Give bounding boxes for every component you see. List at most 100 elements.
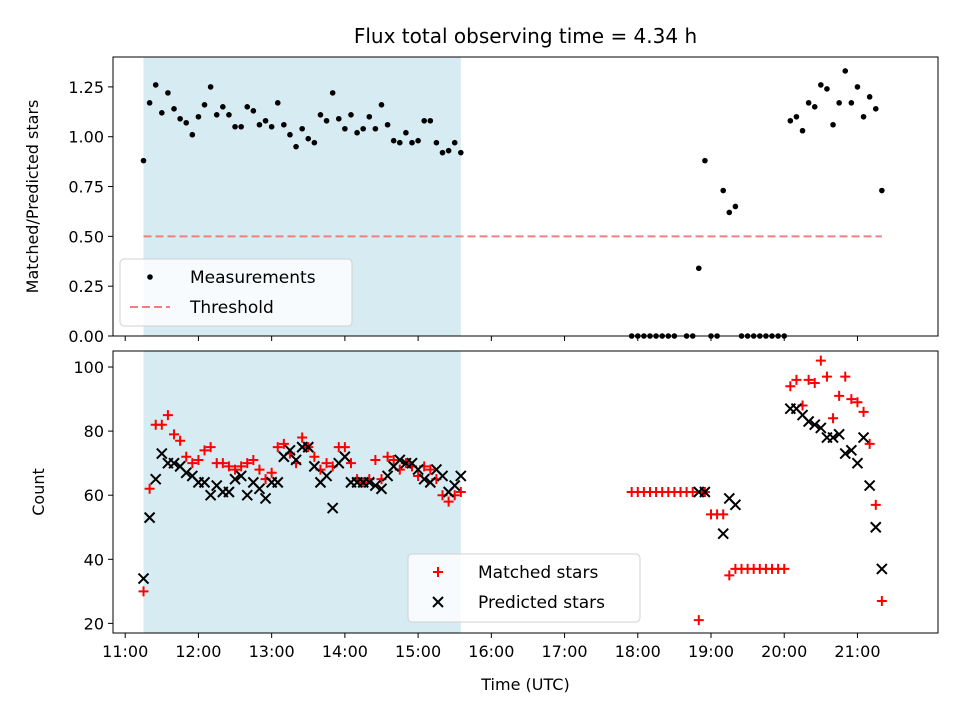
y-tick-label: 1.25: [68, 78, 104, 97]
x-axis-ticks: 11:00 12:00 13:00 14:00 15:00 16:00 17:00 18:00…: [102, 633, 881, 661]
predicted-star-point: [412, 463, 424, 476]
predicted-star-point: [815, 422, 827, 434]
predicted-star-point: [436, 470, 449, 482]
predicted-star-point: [833, 428, 845, 441]
predicted-star-point: [308, 460, 321, 473]
y-tick-label: 1.00: [68, 128, 104, 147]
x-tick-label: 13:00: [249, 642, 295, 661]
x-tick-label: 21:00: [834, 642, 880, 661]
matched-star-point: [693, 615, 704, 626]
y-axis-label: Count: [29, 468, 48, 516]
matched-star-point: [272, 442, 283, 453]
predicted-star-point: [863, 479, 876, 492]
measurement-point: [726, 209, 733, 216]
predicted-star-point: [235, 470, 247, 482]
legend-box: [119, 258, 353, 327]
measurement-point: [879, 187, 885, 194]
x-tick-label: 12:00: [175, 642, 221, 661]
x-tick-label: 19:00: [688, 642, 734, 661]
measurement-point: [177, 115, 183, 122]
matched-star-point: [205, 442, 216, 453]
predicted-star-point: [204, 489, 217, 501]
measurement-point: [305, 135, 312, 142]
measurement-point: [805, 100, 812, 106]
predicted-star-point: [839, 447, 851, 460]
measurement-point: [854, 84, 861, 90]
predicted-star-point: [394, 454, 406, 466]
predicted-star-point: [375, 483, 388, 495]
plot-marks: [137, 355, 888, 626]
axes-frame: [112, 56, 939, 337]
y-tick-label: 0.75: [68, 178, 104, 197]
matched-star-point: [297, 432, 308, 443]
chart-title: Flux total observing time = 4.34 h: [354, 24, 697, 48]
measurement-point: [445, 147, 452, 154]
measurement-point: [409, 139, 415, 146]
measurement-point: [213, 111, 220, 118]
matched-star-point: [443, 496, 454, 507]
measurement-point: [274, 100, 281, 106]
legend-label: Matched stars: [478, 563, 598, 583]
matched-star-point: [266, 467, 277, 478]
predicted-star-point: [180, 467, 192, 479]
matched-star-point: [339, 442, 350, 453]
y-tick-label: 60: [84, 486, 104, 505]
measurement-point: [183, 119, 190, 126]
matched-star-point: [156, 419, 167, 430]
predicted-star-point: [253, 483, 266, 495]
predicted-star-point: [302, 441, 314, 453]
matched-star-point: [834, 390, 845, 401]
matched-star-point: [223, 461, 234, 472]
predicted-star-point: [339, 451, 351, 463]
top-panel: 0.00 0.25 0.50 0.75 1.00 1.25 Flux total obse…: [23, 24, 939, 346]
matched-star-point: [455, 487, 466, 497]
measurement-point: [378, 102, 385, 108]
matched-star-point: [169, 429, 180, 440]
measurement-point: [220, 104, 226, 110]
predicted-star-point: [223, 486, 235, 498]
x-tick-label: 20:00: [761, 642, 807, 661]
matched-star-point: [230, 464, 241, 475]
matched-star-point: [388, 454, 399, 465]
measurement-point: [195, 113, 202, 120]
measurement-point: [848, 100, 855, 106]
matched-star-point: [217, 458, 228, 469]
matched-star-point: [815, 355, 826, 366]
predicted-star-point: [168, 457, 180, 469]
measurement-point: [384, 121, 391, 128]
predicted-star-point: [259, 492, 272, 505]
predicted-star-point: [290, 454, 302, 466]
predicted-star-point: [137, 572, 150, 585]
matched-star-point: [144, 483, 155, 494]
measurement-point: [415, 137, 421, 144]
predicted-star-point: [198, 476, 211, 489]
measurement-point: [299, 125, 305, 132]
measurement-point: [799, 127, 806, 134]
matched-star-point: [718, 509, 729, 520]
matched-star-point: [828, 413, 839, 424]
predicted-star-point: [143, 511, 156, 524]
legend-box: [407, 553, 641, 623]
y-tick-label: 0.25: [68, 277, 104, 296]
predicted-star-point: [363, 476, 375, 489]
legend-label: Measurements: [190, 268, 316, 288]
legend: Measurements Threshold: [119, 258, 353, 327]
y-axis-label: Matched/Predicted stars: [23, 100, 42, 294]
matched-star-point: [821, 371, 832, 382]
matched-star-point: [278, 438, 289, 449]
matched-star-point: [864, 438, 875, 449]
legend-label: Predicted stars: [478, 593, 605, 613]
measurement-point: [695, 265, 702, 272]
measurement-point: [329, 90, 336, 96]
measurement-point: [262, 117, 269, 124]
measurement-point: [787, 117, 794, 124]
measurement-point: [323, 117, 330, 124]
measurement-point: [152, 82, 159, 88]
legend-swatch: [432, 596, 444, 608]
matched-star-point: [791, 374, 802, 385]
matched-star-point: [724, 570, 735, 581]
predicted-star-point: [699, 486, 711, 498]
predicted-star-point: [809, 418, 821, 431]
predicted-star-point: [241, 489, 253, 501]
measurement-point: [232, 123, 238, 130]
